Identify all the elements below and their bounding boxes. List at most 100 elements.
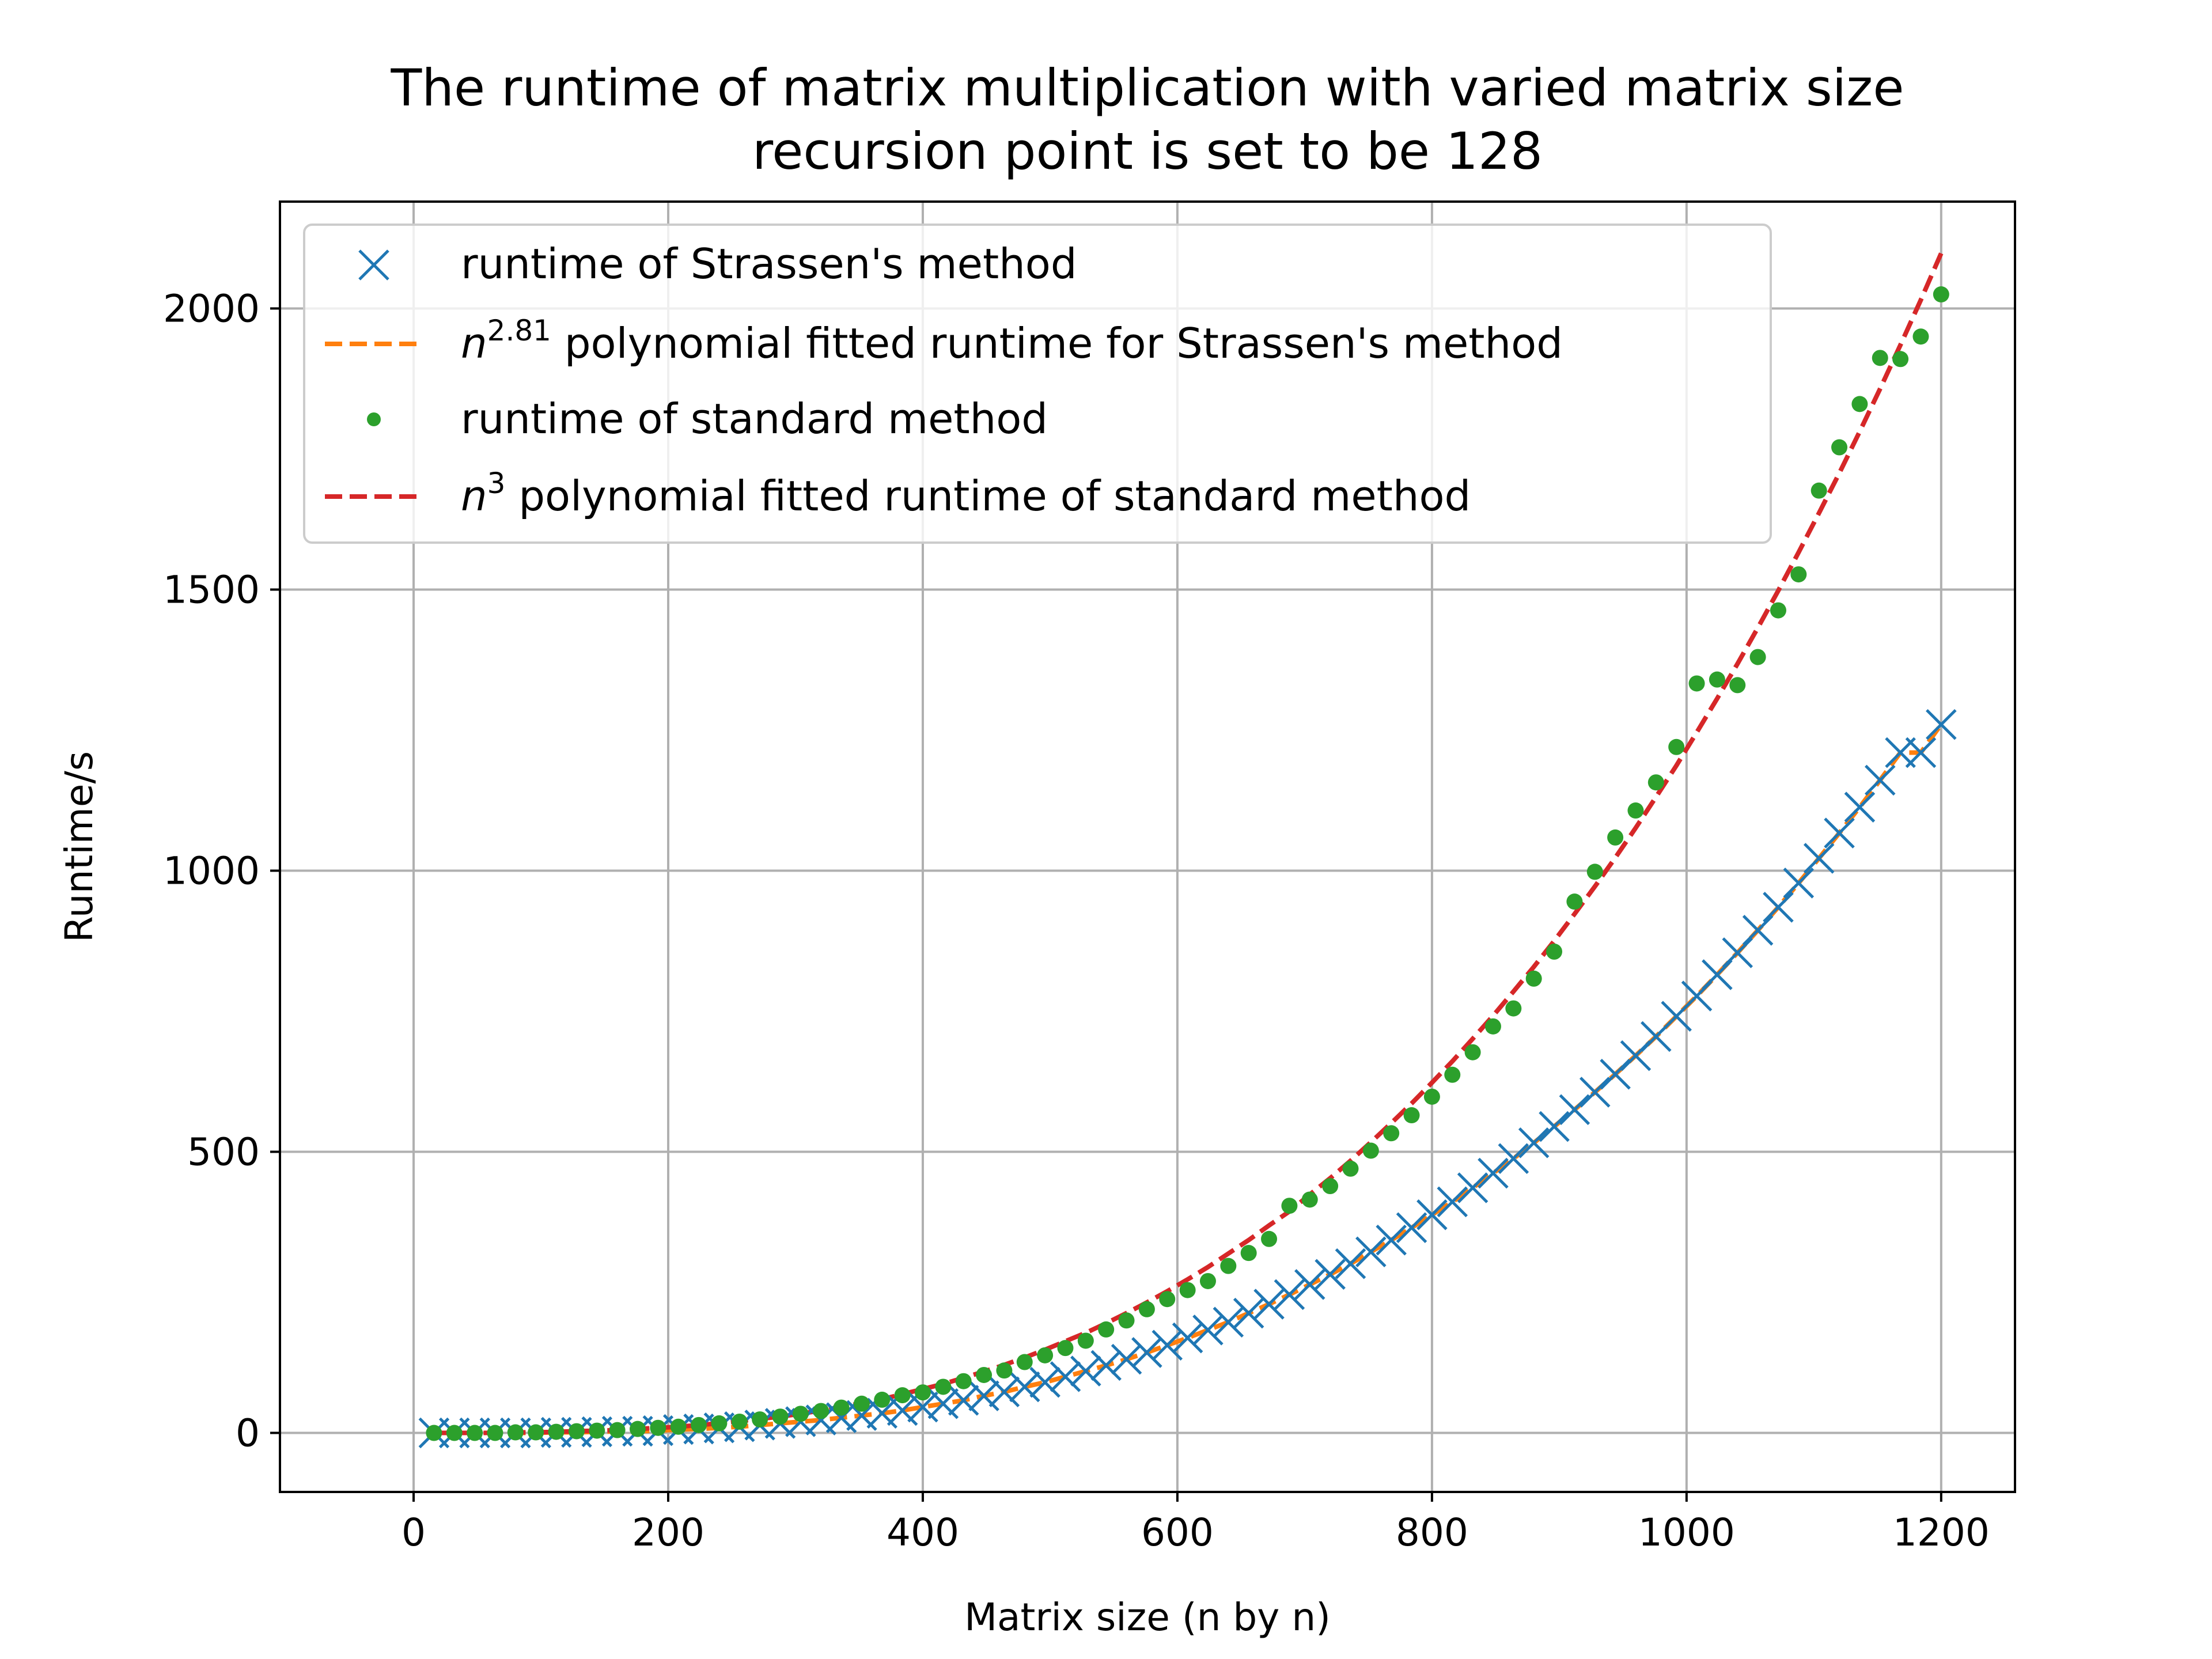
legend-label-standard-fit: n3 polynomial fitted runtime of standard… (461, 467, 1471, 520)
chart-title: The runtime of matrix multiplication wit… (390, 58, 1904, 118)
x-tick-label: 1200 (1893, 1510, 1990, 1555)
data-point-standard (1281, 1198, 1298, 1214)
chart-subtitle: recursion point is set to be 128 (752, 122, 1543, 181)
data-point-strassen (1498, 1143, 1529, 1174)
legend-fit-exponent-std: 3 (487, 467, 506, 500)
data-point-strassen (1294, 1269, 1325, 1300)
data-point-standard (1077, 1332, 1094, 1349)
legend-entry-strassen-runtime: runtime of Strassen's method (358, 240, 1077, 288)
legend-fit-base-std: n (461, 472, 487, 520)
data-point-standard (1179, 1282, 1196, 1298)
y-tick-label: 500 (187, 1130, 260, 1174)
data-point-strassen (1926, 709, 1957, 740)
data-point-standard (1464, 1044, 1481, 1060)
x-tick-label: 0 (402, 1510, 426, 1555)
data-point-strassen (1192, 1315, 1224, 1346)
data-point-standard (1770, 602, 1786, 619)
data-point-strassen (887, 1395, 918, 1426)
data-point-standard (1810, 482, 1827, 499)
x-axis-label: Matrix size (n by n) (964, 1595, 1331, 1639)
data-point-strassen (1559, 1094, 1590, 1126)
data-point-standard (1933, 286, 1949, 303)
data-point-standard (853, 1395, 870, 1412)
data-point-standard (650, 1419, 666, 1436)
data-point-strassen (907, 1391, 938, 1423)
data-point-standard (548, 1423, 565, 1440)
legend-label-strassen-runtime: runtime of Strassen's method (461, 240, 1077, 288)
x-tick-label: 400 (887, 1510, 959, 1555)
data-point-strassen (1457, 1172, 1488, 1203)
data-point-standard (609, 1422, 626, 1438)
data-point-standard (1403, 1107, 1420, 1124)
data-point-standard (1729, 677, 1746, 694)
axes-frame (279, 200, 2016, 1493)
data-point-standard (1749, 649, 1766, 665)
data-point-standard (1322, 1178, 1339, 1195)
data-point-strassen (1437, 1186, 1468, 1218)
data-point-standard (1118, 1312, 1135, 1329)
y-tick-label: 1000 (163, 849, 260, 893)
data-point-standard (1851, 396, 1868, 412)
data-point-strassen (1172, 1322, 1203, 1354)
data-point-strassen (1213, 1306, 1244, 1338)
data-point-standard (691, 1416, 707, 1433)
data-point-standard (1668, 738, 1685, 755)
y-tick-label: 0 (236, 1411, 260, 1456)
data-point-strassen (1131, 1337, 1162, 1368)
x-tick-label: 1000 (1638, 1510, 1735, 1555)
legend-box (303, 224, 1772, 544)
data-point-standard (670, 1418, 687, 1435)
data-point-strassen (1050, 1361, 1081, 1392)
data-point-strassen (1315, 1259, 1346, 1290)
data-point-standard (976, 1366, 993, 1383)
data-point-standard (1037, 1347, 1054, 1363)
data-point-strassen (1090, 1350, 1122, 1381)
data-point-standard (894, 1387, 911, 1404)
legend-fit-base: n (461, 319, 487, 368)
data-point-strassen (1029, 1366, 1060, 1398)
data-point-standard (1647, 774, 1664, 791)
legend-entry-standard-fit: n3 polynomial fitted runtime of standard… (325, 467, 1471, 520)
data-point-standard (833, 1399, 850, 1416)
data-point-standard (1709, 671, 1725, 688)
data-point-strassen (988, 1376, 1020, 1408)
data-point-strassen (968, 1380, 999, 1411)
data-point-strassen (948, 1385, 979, 1416)
data-point-standard (1546, 944, 1563, 960)
data-point-standard (1444, 1066, 1461, 1083)
data-point-standard (507, 1424, 524, 1441)
data-point-standard (935, 1378, 952, 1395)
data-point-standard (1159, 1291, 1176, 1308)
data-point-standard (996, 1362, 1013, 1379)
legend-marker-standard-runtime (367, 412, 381, 426)
data-point-strassen (1274, 1279, 1305, 1310)
series-0 (418, 709, 1957, 1449)
data-point-strassen (1070, 1355, 1101, 1387)
data-point-strassen (1905, 737, 1937, 768)
data-point-standard (1098, 1321, 1115, 1338)
data-point-strassen (1416, 1199, 1448, 1230)
data-point-strassen (1763, 892, 1794, 923)
data-point-strassen (1009, 1371, 1040, 1403)
data-point-standard (731, 1413, 748, 1430)
data-point-standard (1872, 350, 1888, 366)
data-point-standard (1057, 1340, 1074, 1357)
data-point-standard (772, 1408, 789, 1425)
data-point-standard (1912, 328, 1929, 345)
legend-fit-text-std: polynomial fitted runtime of standard me… (505, 472, 1471, 520)
data-point-standard (1199, 1272, 1216, 1289)
data-point-standard (446, 1425, 463, 1441)
data-point-standard (1505, 1000, 1522, 1017)
data-point-strassen (1722, 937, 1753, 968)
data-point-strassen (1844, 791, 1876, 823)
data-point-strassen (1478, 1157, 1509, 1189)
data-point-standard (1362, 1142, 1379, 1159)
legend-entry-standard-runtime: runtime of standard method (367, 395, 1048, 443)
data-point-standard (1525, 970, 1542, 987)
data-point-standard (1484, 1018, 1501, 1035)
data-point-standard (1383, 1125, 1400, 1142)
data-point-standard (1688, 675, 1705, 692)
data-point-standard (1016, 1354, 1033, 1370)
legend-label-strassen-fit: n2.81 polynomial fitted runtime for Stra… (461, 314, 1563, 368)
